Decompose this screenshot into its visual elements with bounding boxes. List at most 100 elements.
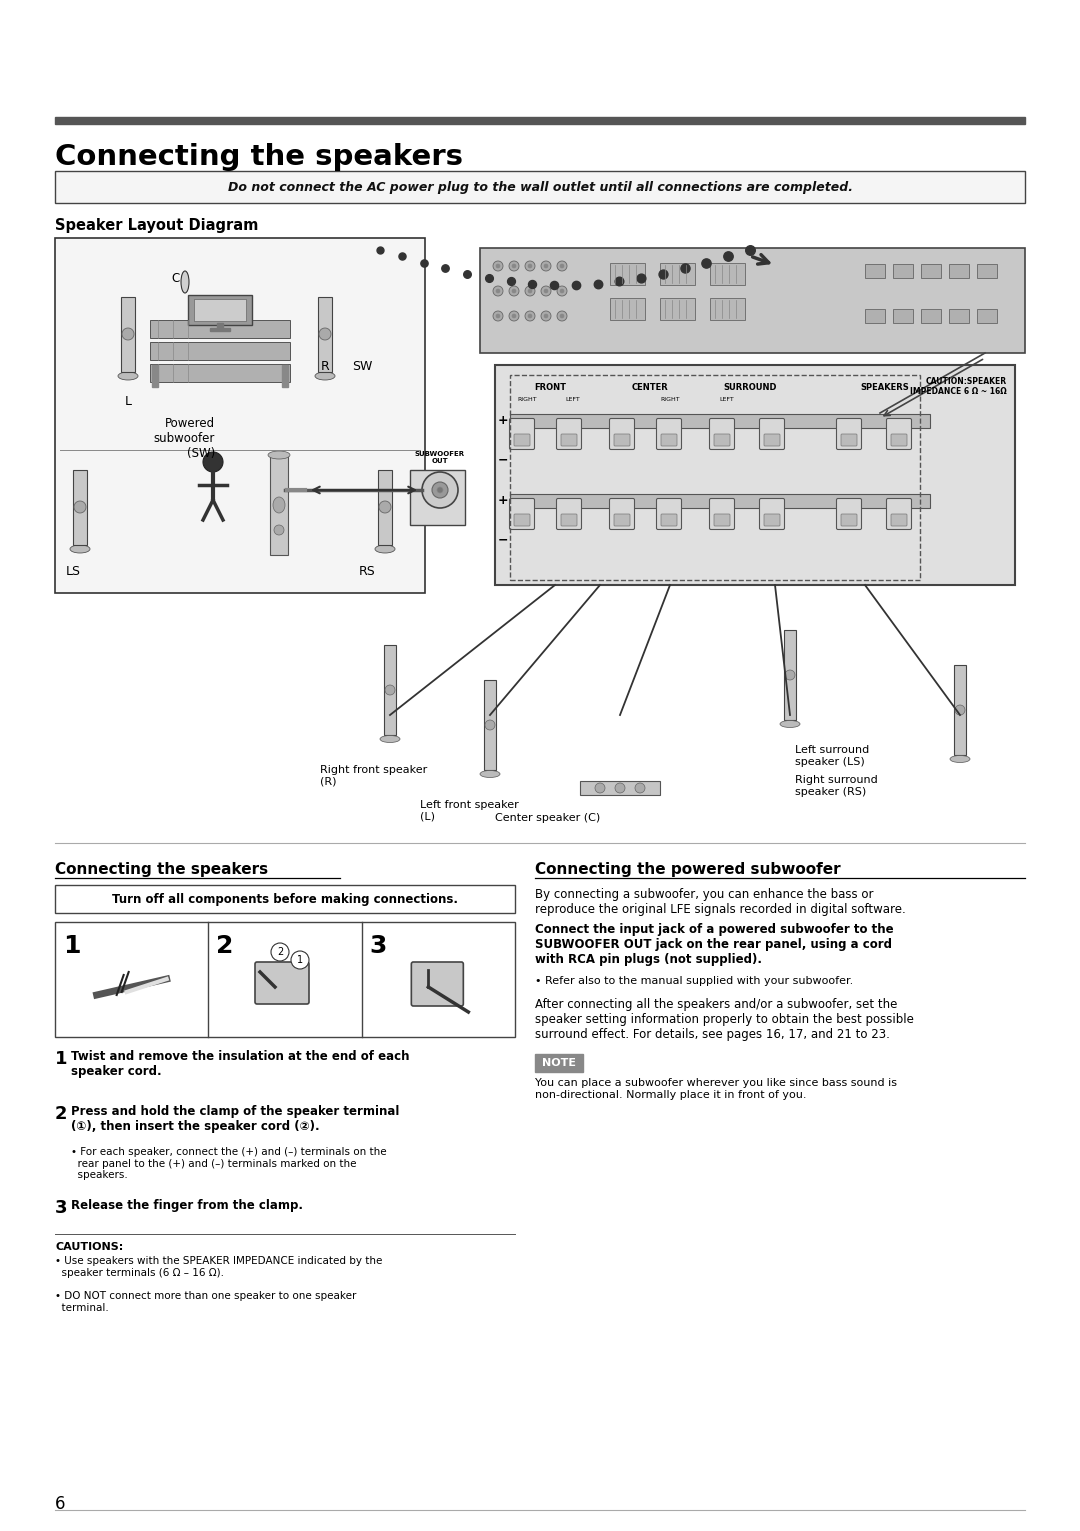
Bar — [150, 320, 291, 338]
Text: Powered
subwoofer
(SW): Powered subwoofer (SW) — [153, 416, 215, 459]
Bar — [55, 171, 1025, 204]
Bar — [150, 341, 291, 360]
Circle shape — [528, 289, 532, 292]
Bar — [580, 781, 660, 795]
Circle shape — [512, 289, 516, 292]
FancyBboxPatch shape — [891, 514, 907, 527]
Ellipse shape — [384, 684, 395, 695]
FancyBboxPatch shape — [714, 514, 730, 527]
Bar — [660, 263, 696, 285]
Text: Connect the input jack of a powered subwoofer to the
SUBWOOFER OUT jack on the r: Connect the input jack of a powered subw… — [535, 923, 893, 966]
FancyBboxPatch shape — [609, 418, 635, 450]
Bar — [510, 495, 930, 508]
Text: 3: 3 — [55, 1199, 67, 1217]
Text: NOTE: NOTE — [542, 1058, 576, 1069]
Text: L: L — [124, 395, 132, 407]
Ellipse shape — [950, 755, 970, 762]
Bar — [921, 309, 941, 323]
FancyBboxPatch shape — [710, 499, 734, 530]
Bar — [510, 413, 930, 429]
Bar — [73, 470, 87, 545]
Ellipse shape — [181, 271, 189, 292]
FancyBboxPatch shape — [657, 418, 681, 450]
Bar — [977, 309, 997, 323]
Ellipse shape — [379, 501, 391, 513]
Circle shape — [544, 289, 548, 292]
Text: Twist and remove the insulation at the end of each
speaker cord.: Twist and remove the insulation at the e… — [71, 1050, 409, 1078]
Text: SUBWOOFER
OUT: SUBWOOFER OUT — [415, 452, 465, 464]
Ellipse shape — [122, 328, 134, 340]
Ellipse shape — [785, 671, 795, 680]
Text: +: + — [498, 415, 509, 427]
Bar — [121, 297, 135, 372]
Text: • For each speaker, connect the (+) and (–) terminals on the
  rear panel to the: • For each speaker, connect the (+) and … — [71, 1147, 387, 1180]
Circle shape — [528, 314, 532, 318]
FancyBboxPatch shape — [556, 418, 581, 450]
FancyBboxPatch shape — [556, 499, 581, 530]
Text: 2: 2 — [55, 1105, 67, 1124]
Bar — [217, 323, 222, 329]
Text: Turn off all components before making connections.: Turn off all components before making co… — [112, 893, 458, 905]
Circle shape — [492, 311, 503, 322]
Text: Speaker Layout Diagram: Speaker Layout Diagram — [55, 217, 258, 233]
FancyBboxPatch shape — [609, 499, 635, 530]
Ellipse shape — [319, 328, 330, 340]
Bar — [893, 309, 913, 323]
Bar — [954, 664, 966, 755]
Bar — [893, 263, 913, 279]
Bar — [510, 375, 920, 580]
Text: Release the finger from the clamp.: Release the finger from the clamp. — [71, 1199, 303, 1213]
FancyBboxPatch shape — [841, 514, 858, 527]
Circle shape — [561, 263, 564, 268]
FancyBboxPatch shape — [411, 961, 463, 1006]
FancyBboxPatch shape — [837, 418, 862, 450]
Circle shape — [541, 260, 551, 271]
Text: • DO NOT connect more than one speaker to one speaker
  terminal.: • DO NOT connect more than one speaker t… — [55, 1291, 356, 1312]
Text: 1: 1 — [55, 1050, 67, 1069]
FancyBboxPatch shape — [891, 433, 907, 446]
Bar — [210, 328, 230, 331]
Bar — [660, 299, 696, 320]
Text: Press and hold the clamp of the speaker terminal
(①), then insert the speaker co: Press and hold the clamp of the speaker … — [71, 1105, 400, 1133]
Circle shape — [541, 311, 551, 322]
FancyBboxPatch shape — [510, 499, 535, 530]
Text: −: − — [498, 533, 509, 547]
Circle shape — [492, 260, 503, 271]
Bar — [282, 364, 288, 387]
FancyBboxPatch shape — [561, 433, 577, 446]
Ellipse shape — [595, 782, 605, 793]
Text: After connecting all the speakers and/or a subwoofer, set the
speaker setting in: After connecting all the speakers and/or… — [535, 998, 914, 1041]
Circle shape — [561, 289, 564, 292]
Ellipse shape — [635, 782, 645, 793]
Circle shape — [422, 472, 458, 508]
Text: Right surround
speaker (RS): Right surround speaker (RS) — [795, 775, 878, 796]
Circle shape — [557, 286, 567, 295]
Ellipse shape — [375, 545, 395, 553]
Text: LEFT: LEFT — [566, 397, 580, 403]
Text: +: + — [498, 495, 509, 507]
Circle shape — [496, 263, 500, 268]
Bar — [150, 364, 291, 383]
Bar — [949, 309, 969, 323]
Text: Connecting the powered subwoofer: Connecting the powered subwoofer — [535, 862, 840, 877]
FancyBboxPatch shape — [841, 433, 858, 446]
Text: −: − — [498, 453, 509, 467]
Ellipse shape — [955, 704, 966, 715]
Text: 1: 1 — [297, 955, 303, 965]
Bar — [480, 248, 1025, 354]
Bar — [55, 116, 1025, 124]
Circle shape — [557, 260, 567, 271]
Circle shape — [525, 286, 535, 295]
Ellipse shape — [480, 770, 500, 778]
FancyBboxPatch shape — [657, 499, 681, 530]
FancyBboxPatch shape — [661, 433, 677, 446]
Ellipse shape — [780, 721, 800, 727]
Text: FRONT: FRONT — [534, 383, 566, 392]
Circle shape — [509, 286, 519, 295]
FancyBboxPatch shape — [887, 418, 912, 450]
Text: CAUTIONS:: CAUTIONS: — [55, 1242, 123, 1252]
Ellipse shape — [485, 720, 495, 730]
Circle shape — [437, 487, 443, 493]
Circle shape — [432, 482, 448, 498]
FancyBboxPatch shape — [887, 499, 912, 530]
